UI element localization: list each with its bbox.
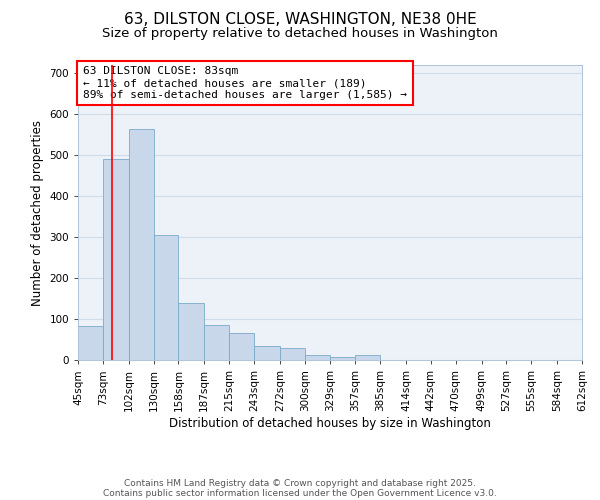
- Bar: [128, 130, 154, 360]
- Bar: [280, 348, 305, 360]
- Bar: [229, 334, 254, 360]
- Bar: [254, 346, 280, 360]
- Text: 63 DILSTON CLOSE: 83sqm
← 11% of detached houses are smaller (189)
89% of semi-d: 63 DILSTON CLOSE: 83sqm ← 11% of detache…: [83, 66, 407, 100]
- Bar: [103, 159, 128, 360]
- Bar: [204, 325, 229, 360]
- Text: Size of property relative to detached houses in Washington: Size of property relative to detached ho…: [102, 28, 498, 40]
- Bar: [178, 304, 204, 360]
- Y-axis label: Number of detached properties: Number of detached properties: [31, 120, 44, 306]
- Text: Contains HM Land Registry data © Crown copyright and database right 2025.: Contains HM Land Registry data © Crown c…: [124, 478, 476, 488]
- Text: 63, DILSTON CLOSE, WASHINGTON, NE38 0HE: 63, DILSTON CLOSE, WASHINGTON, NE38 0HE: [124, 12, 476, 28]
- Text: Contains public sector information licensed under the Open Government Licence v3: Contains public sector information licen…: [103, 488, 497, 498]
- Bar: [154, 235, 178, 360]
- X-axis label: Distribution of detached houses by size in Washington: Distribution of detached houses by size …: [169, 416, 491, 430]
- Bar: [331, 356, 355, 360]
- Bar: [78, 326, 103, 360]
- Bar: [305, 355, 331, 360]
- Bar: [355, 355, 380, 360]
